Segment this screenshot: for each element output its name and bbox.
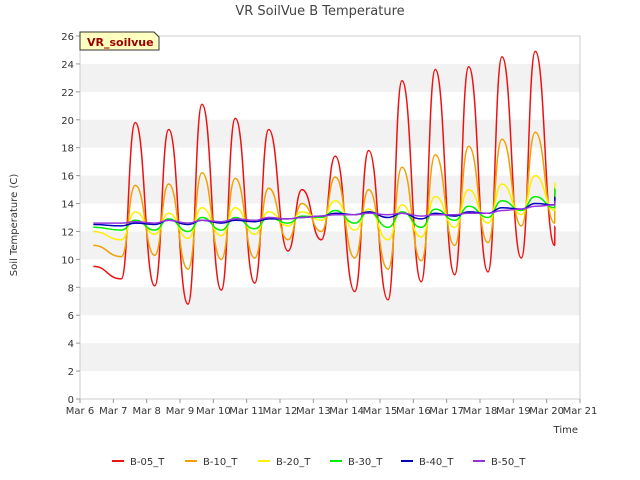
site-label: VR_soilvue	[87, 36, 154, 49]
x-tick-label: Mar 6	[66, 406, 94, 417]
y-tick-label: 26	[61, 32, 74, 43]
x-tick-label: Mar 20	[529, 406, 564, 417]
y-tick-label: 6	[68, 311, 74, 322]
x-axis-label: Time	[553, 425, 578, 436]
legend-label: B-50_T	[491, 457, 526, 468]
y-tick-label: 10	[61, 255, 74, 266]
y-tick-label: 16	[61, 172, 74, 183]
grid-band	[80, 63, 580, 92]
y-tick-label: 12	[61, 227, 74, 238]
x-tick-label: Mar 10	[196, 406, 231, 417]
x-tick-label: Mar 11	[229, 406, 264, 417]
legend: B-05_T B-10_T B-20_T B-30_T B-40_T B-50_T	[112, 457, 526, 468]
site-label-box: VR_soilvue	[79, 31, 160, 51]
x-tick-label: Mar 17	[429, 406, 464, 417]
x-tick-label: Mar 9	[166, 406, 194, 417]
y-tick-label: 2	[68, 367, 74, 378]
plot-area	[79, 35, 581, 400]
x-tick-label: Mar 15	[363, 406, 398, 417]
x-tick-label: Mar 12	[263, 406, 298, 417]
y-tick-label: 24	[61, 60, 74, 71]
grid-band	[80, 231, 580, 260]
grid-band	[80, 287, 580, 316]
x-tick-label: Mar 19	[496, 406, 531, 417]
y-tick-label: 14	[61, 200, 74, 211]
legend-label: B-40_T	[419, 457, 454, 468]
y-tick-label: 22	[61, 88, 74, 99]
legend-label: B-10_T	[203, 457, 238, 468]
y-axis-label: Soil Temperature (C)	[9, 174, 20, 277]
series-line-B-50_T	[93, 199, 556, 224]
series-lines	[93, 50, 556, 305]
y-tick-label: 4	[68, 339, 74, 350]
x-tick-label: Mar 13	[296, 406, 331, 417]
legend-label: B-20_T	[276, 457, 311, 468]
x-tick-label: Mar 8	[132, 406, 160, 417]
grid-band	[80, 343, 580, 372]
x-tick-label: Mar 14	[329, 406, 364, 417]
chart-title: VR SoilVue B Temperature	[235, 4, 404, 19]
legend-label: B-05_T	[130, 457, 165, 468]
y-tick-label: 18	[61, 144, 74, 155]
y-tick-label: 8	[68, 283, 74, 294]
grid-bands	[80, 36, 580, 399]
x-tick-label: Mar 18	[463, 406, 498, 417]
legend-label: B-30_T	[348, 457, 383, 468]
y-tick-label: 0	[68, 395, 74, 406]
x-tick-label: Mar 16	[396, 406, 431, 417]
x-tick-label: Mar 7	[99, 406, 127, 417]
x-tick-label: Mar 21	[563, 406, 598, 417]
series-line-B-30_T	[93, 187, 556, 233]
y-tick-label: 20	[61, 116, 74, 127]
